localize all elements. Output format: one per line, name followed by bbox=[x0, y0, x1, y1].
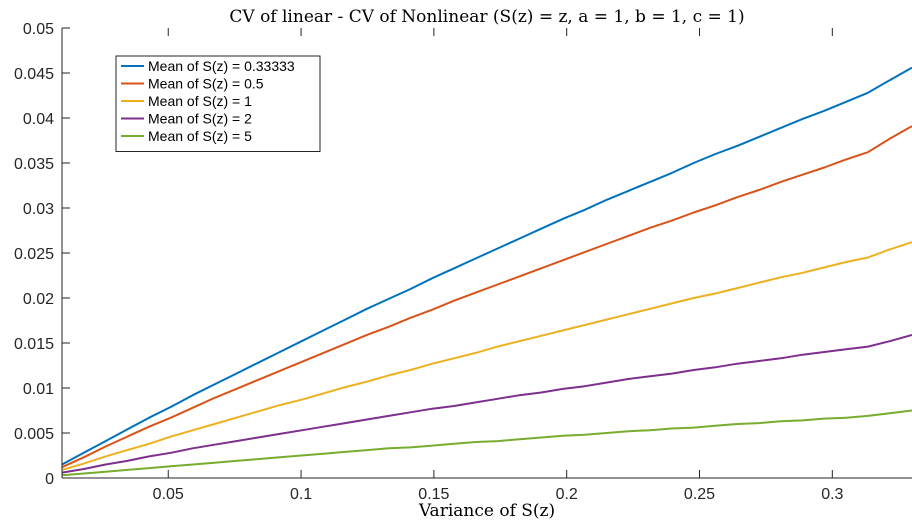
y-tick-label: 0.025 bbox=[14, 246, 54, 263]
y-tick-label: 0.03 bbox=[23, 201, 54, 218]
series-line-4 bbox=[61, 333, 912, 474]
y-tick-label: 0.005 bbox=[14, 426, 54, 443]
x-tick-label: 0.15 bbox=[418, 486, 449, 503]
y-tick-label: 0.01 bbox=[23, 381, 54, 398]
y-tick-label: 0.02 bbox=[23, 291, 54, 308]
y-tick-label: 0.035 bbox=[14, 156, 54, 173]
x-tick-label: 0.05 bbox=[153, 486, 184, 503]
y-tick-label: 0.015 bbox=[14, 336, 54, 353]
series-line-2 bbox=[61, 125, 912, 469]
legend-label-1: Mean of S(z) = 0.33333 bbox=[148, 58, 295, 74]
y-tick-label: 0.05 bbox=[23, 21, 54, 38]
legend-label-2: Mean of S(z) = 0.5 bbox=[148, 76, 264, 92]
y-tick-label: 0.04 bbox=[23, 111, 54, 128]
tick-labels: 0.05 0.1 0.15 0.2 0.25 0.3 0 0.005 0.01 0.015 0.02… bbox=[14, 21, 844, 503]
legend-label-5: Mean of S(z) = 5 bbox=[148, 128, 252, 144]
series-layer bbox=[61, 66, 912, 477]
x-axis-label: Variance of S(z) bbox=[418, 501, 555, 520]
x-tick-label: 0.2 bbox=[556, 486, 578, 503]
series-line-5 bbox=[61, 409, 912, 477]
x-tick-label: 0.3 bbox=[821, 486, 843, 503]
legend-label-4: Mean of S(z) = 2 bbox=[148, 111, 252, 127]
x-tick-label: 0.1 bbox=[290, 486, 312, 503]
legend-box bbox=[115, 55, 321, 152]
x-tick-label: 0.25 bbox=[684, 486, 715, 503]
y-tick-label: 0.045 bbox=[14, 66, 54, 83]
legend-label-3: Mean of S(z) = 1 bbox=[148, 93, 252, 109]
series-line-3 bbox=[61, 241, 912, 471]
chart-title: CV of linear - CV of Nonlinear (S(z) = z… bbox=[229, 7, 744, 27]
axes-layer bbox=[61, 27, 912, 479]
series-line-1 bbox=[61, 66, 912, 466]
legend: Mean of S(z) = 0.33333 Mean of S(z) = 0.5… bbox=[115, 55, 321, 152]
y-tick-label: 0 bbox=[45, 471, 54, 488]
